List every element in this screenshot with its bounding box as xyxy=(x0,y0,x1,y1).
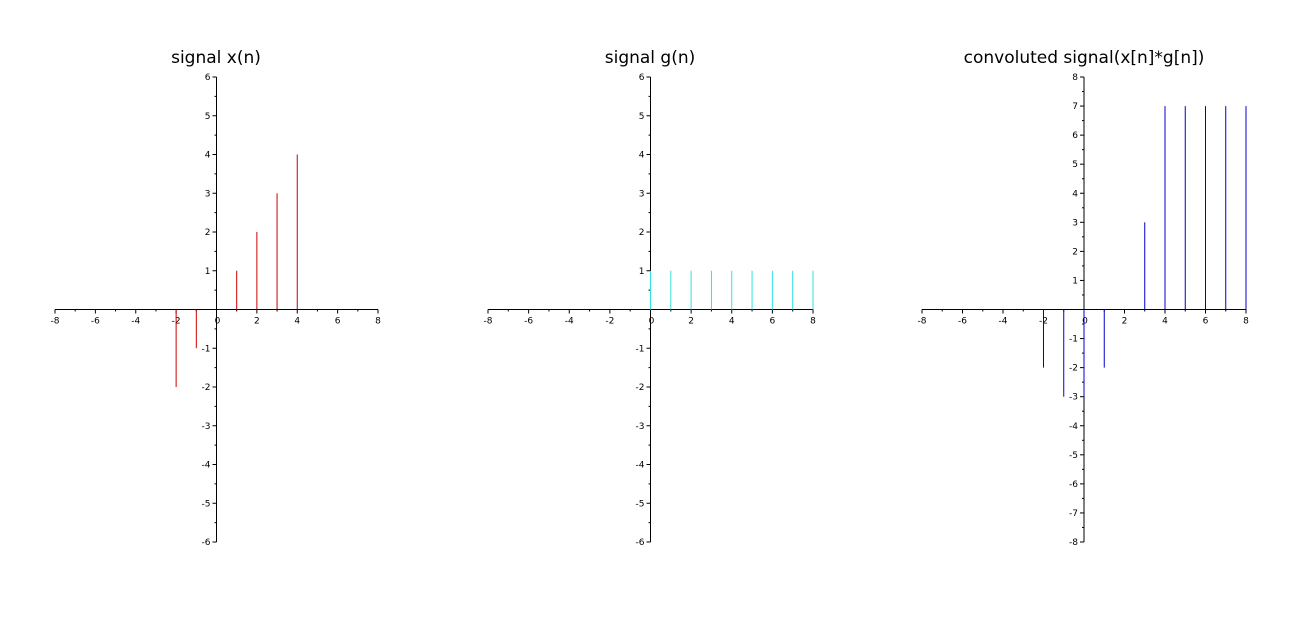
y-tick-label: 4 xyxy=(1072,189,1078,199)
y-tick-label: -5 xyxy=(636,499,645,509)
y-tick-label: 1 xyxy=(1072,276,1078,286)
chart-title: signal g(n) xyxy=(605,48,696,68)
x-tick-label: 8 xyxy=(810,317,816,327)
x-tick-label: -4 xyxy=(999,317,1008,327)
y-tick-label: 6 xyxy=(639,73,645,83)
y-tick-label: -4 xyxy=(636,461,645,471)
x-tick-label: 6 xyxy=(1203,317,1209,327)
y-tick-label: -1 xyxy=(1069,335,1078,345)
x-tick-label: -8 xyxy=(918,317,927,327)
y-tick-label: 2 xyxy=(639,228,645,238)
y-tick-label: -4 xyxy=(202,461,211,471)
y-tick-label: -7 xyxy=(1069,509,1078,519)
x-tick-label: 0 xyxy=(1082,317,1088,327)
y-tick-label: -2 xyxy=(1069,364,1078,374)
x-tick-label: 4 xyxy=(1162,317,1168,327)
x-tick-label: 4 xyxy=(729,317,735,327)
x-tick-label: 8 xyxy=(375,317,381,327)
y-tick-label: -5 xyxy=(202,499,211,509)
y-tick-label: -3 xyxy=(202,422,211,432)
x-tick-label: -2 xyxy=(605,317,614,327)
y-tick-label: 3 xyxy=(639,189,645,199)
x-tick-label: 8 xyxy=(1243,317,1249,327)
x-tick-label: -6 xyxy=(524,317,533,327)
x-tick-label: 2 xyxy=(1122,317,1128,327)
y-tick-label: -3 xyxy=(1069,393,1078,403)
y-tick-label: 3 xyxy=(1072,218,1078,228)
chart-title: signal x(n) xyxy=(171,48,261,68)
x-tick-label: -4 xyxy=(565,317,574,327)
x-tick-label: 4 xyxy=(294,317,300,327)
x-tick-label: -4 xyxy=(131,317,140,327)
y-tick-label: -6 xyxy=(1069,480,1078,490)
y-tick-label: 8 xyxy=(1072,73,1078,83)
y-tick-label: -4 xyxy=(1069,422,1078,432)
y-tick-label: -6 xyxy=(636,538,645,548)
x-tick-label: 6 xyxy=(335,317,341,327)
y-tick-label: 3 xyxy=(205,189,211,199)
x-tick-label: -6 xyxy=(958,317,967,327)
x-tick-label: -8 xyxy=(484,317,493,327)
y-tick-label: -1 xyxy=(202,344,211,354)
chart-panel-3: convoluted signal(x[n]*g[n]) -8 -6 -4 -2 0 2 4 6… xyxy=(918,48,1250,548)
y-tick-label: 2 xyxy=(205,228,211,238)
y-tick-label: 5 xyxy=(1072,160,1078,170)
y-tick-label: 1 xyxy=(639,267,645,277)
y-tick-label: -6 xyxy=(202,538,211,548)
y-tick-label: -1 xyxy=(636,344,645,354)
chart-panel-2: signal g(n) -8 -6 -4 -2 0 2 4 6 8 -6 -5 -4 -3 -2 -1 1 2 3 4… xyxy=(484,48,817,548)
y-tick-label: 7 xyxy=(1072,102,1078,112)
x-tick-label: -6 xyxy=(91,317,100,327)
y-tick-label: -8 xyxy=(1069,538,1078,548)
y-tick-label: 5 xyxy=(639,112,645,122)
y-tick-label: 4 xyxy=(639,151,645,161)
x-tick-label: 6 xyxy=(770,317,776,327)
y-tick-label: 6 xyxy=(205,73,211,83)
y-tick-label: 5 xyxy=(205,112,211,122)
y-tick-label: 6 xyxy=(1072,131,1078,141)
x-tick-label: 0 xyxy=(215,317,221,327)
x-tick-label: -8 xyxy=(51,317,60,327)
y-tick-label: 2 xyxy=(1072,247,1078,257)
chart-title: convoluted signal(x[n]*g[n]) xyxy=(964,48,1205,68)
x-tick-label: 2 xyxy=(688,317,694,327)
y-tick-label: -5 xyxy=(1069,451,1078,461)
chart-panel-1: signal x(n)-8 -6 -4 -2 0 2 4 6 8-6-5-4-3-2-11234… xyxy=(51,48,382,548)
x-tick-label: 0 xyxy=(649,317,655,327)
y-tick-label: -3 xyxy=(636,422,645,432)
y-tick-label: 1 xyxy=(205,267,211,277)
y-tick-label: 4 xyxy=(205,151,211,161)
y-tick-label: -2 xyxy=(636,383,645,393)
y-tick-label: -2 xyxy=(202,383,211,393)
x-tick-label: 2 xyxy=(254,317,260,327)
